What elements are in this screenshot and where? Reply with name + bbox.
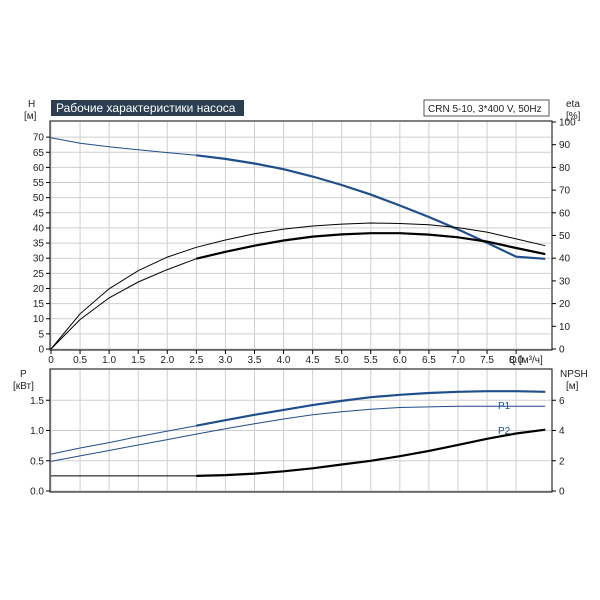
y-left-tick-label: 25 (33, 269, 45, 280)
x-tick-label: 1.0 (102, 355, 116, 366)
y-left-tick-label: 10 (33, 314, 45, 325)
y-right-tick-label: 40 (559, 254, 571, 265)
x-tick-label: 3.5 (248, 355, 262, 366)
y-left-tick-label: 65 (33, 148, 45, 159)
bottom-plot-grid (50, 370, 551, 492)
y-right-tick-label: 20 (559, 299, 571, 310)
top-plot-frame (49, 120, 553, 351)
y-left-tick-label: 5 (38, 329, 44, 340)
p-tick-label: 0.0 (30, 487, 44, 498)
x-tick-label: 3.0 (218, 355, 232, 366)
y-right-tick-label: 50 (559, 231, 571, 242)
series-label-p2: P2 (498, 426, 511, 437)
x-tick-label: 8.0 (509, 355, 523, 366)
y-right-tick-label: 30 (559, 276, 571, 287)
top-plot-right-ticks: 0 10 20 30 40 50 60 70 80 90 100 (552, 118, 576, 356)
x-tick-label: 0.5 (73, 355, 87, 366)
series-line-bottom-1 (50, 405, 546, 462)
title-box (51, 100, 244, 116)
bottom-plot-left-ticks: 0.0 0.5 1.0 1.5 (30, 396, 50, 498)
x-tick-label: 7.5 (480, 355, 494, 366)
npsh-label: NPSH (560, 369, 588, 380)
y-left-tick-label: 15 (33, 299, 45, 310)
y-left-tick-label: 45 (33, 208, 45, 219)
legend-box (423, 99, 550, 117)
y-left-label: H (28, 99, 35, 110)
y-right-tick-label: 70 (559, 186, 571, 197)
series-line-top-0 (50, 137, 546, 260)
series-line-top-1 (50, 222, 546, 350)
x-tick-label: 1.5 (131, 355, 145, 366)
top-plot-grid (50, 122, 551, 350)
series-line-bottom-0-operating-range (196, 390, 546, 427)
p-tick-label: 1.0 (30, 426, 44, 437)
p-unit: [кВт] (13, 381, 34, 392)
x-tick-label: 7.0 (451, 355, 465, 366)
x-tick-label: 6.5 (422, 355, 436, 366)
p-tick-label: 1.5 (30, 396, 44, 407)
y-right-tick-label: 0 (559, 345, 565, 356)
p-label: P (20, 369, 27, 380)
npsh-tick-label: 4 (559, 426, 565, 437)
legend-text: CRN 5-10, 3*400 V, 50Hz (428, 104, 542, 115)
y-right-tick-label: 90 (559, 140, 571, 151)
y-left-tick-label: 30 (33, 254, 45, 265)
y-right-tick-label: 10 (559, 322, 571, 333)
top-plot-series (50, 137, 546, 350)
y-left-tick-label: 70 (33, 133, 45, 144)
npsh-tick-label: 0 (559, 487, 565, 498)
x-tick-label: 5.0 (335, 355, 349, 366)
series-line-top-2 (50, 232, 546, 350)
series-line-top-0-operating-range (196, 154, 546, 260)
x-tick-label: 4.0 (277, 355, 291, 366)
top-plot-x-ticks: 0 0.5 1.0 1.5 2.0 2.5 3.0 3.5 4.0 4.5 5.0 5.5 6.0 6.5… (48, 350, 524, 366)
y-right-tick-label: 80 (559, 163, 571, 174)
y-right-tick-label: 60 (559, 208, 571, 219)
y-left-tick-label: 35 (33, 239, 45, 250)
y-right-label: eta (566, 99, 580, 110)
top-plot-left-ticks: 0 5 10 15 20 25 30 35 40 45 50 55 60 65 70 (33, 133, 50, 356)
series-line-top-2-operating-range (196, 232, 546, 260)
chart-title: Рабочие характеристики насоса (56, 101, 236, 115)
y-right-tick-label: 100 (559, 118, 576, 129)
x-tick-label: 4.5 (306, 355, 320, 366)
y-left-tick-label: 40 (33, 223, 45, 234)
series-line-bottom-2-operating-range (196, 428, 546, 477)
x-tick-label: 2.5 (189, 355, 203, 366)
x-axis-label: Q (509, 355, 517, 366)
x-tick-label: 2.0 (160, 355, 174, 366)
y-left-tick-label: 0 (38, 345, 44, 356)
p-tick-label: 0.5 (30, 456, 44, 467)
bottom-plot-right-ticks: 0 2 4 6 (552, 396, 565, 498)
x-tick-label: 6.0 (393, 355, 407, 366)
npsh-unit: [м] (566, 381, 579, 392)
y-right-unit: [%] (566, 111, 581, 122)
y-left-tick-label: 50 (33, 193, 45, 204)
x-axis-unit: [м³/ч] (519, 355, 543, 366)
y-left-unit: [м] (24, 111, 37, 122)
npsh-tick-label: 2 (559, 456, 565, 467)
x-tick-label: 5.5 (364, 355, 378, 366)
series-label-p1: P1 (498, 401, 511, 412)
npsh-tick-label: 6 (559, 396, 565, 407)
x-tick-label: 0 (48, 355, 54, 366)
y-left-tick-label: 60 (33, 163, 45, 174)
bottom-plot-series (50, 390, 546, 477)
y-left-tick-label: 20 (33, 284, 45, 295)
y-left-tick-label: 55 (33, 178, 45, 189)
